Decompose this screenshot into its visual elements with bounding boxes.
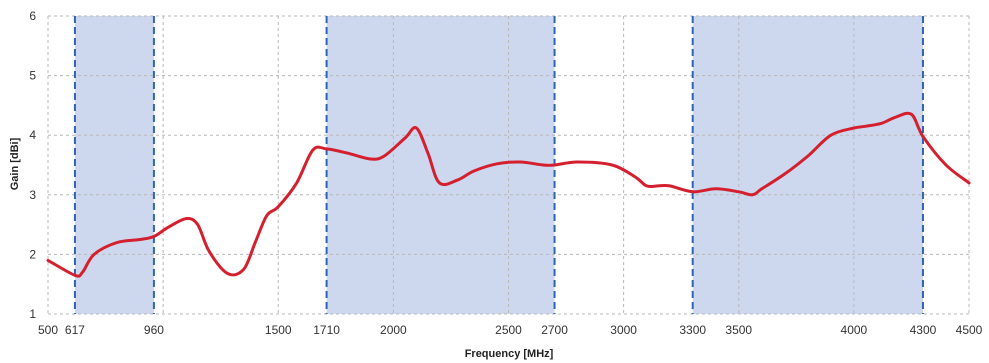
- x-tick-label: 500: [38, 323, 58, 337]
- x-tick-label: 960: [144, 323, 164, 337]
- band-3: [692, 16, 923, 314]
- y-tick-label: 3: [29, 188, 36, 202]
- y-tick-label: 2: [29, 247, 36, 261]
- x-tick-label: 2700: [541, 323, 568, 337]
- x-tick-label: 1500: [265, 323, 292, 337]
- frequency-bands: [74, 16, 923, 314]
- series-layer: [46, 111, 971, 278]
- gain-series-line: [46, 111, 971, 278]
- band-2: [326, 16, 555, 314]
- x-tick-label: 3000: [610, 323, 637, 337]
- gridlines: [47, 15, 970, 315]
- band-edge-lines: [73, 16, 924, 314]
- x-tick-label: 2500: [495, 323, 522, 337]
- x-tick-label: 4300: [910, 323, 937, 337]
- x-tick-label: 1710: [313, 323, 340, 337]
- x-axis-title: Frequency [MHz]: [465, 348, 554, 360]
- y-tick-label: 5: [29, 69, 36, 83]
- y-axis-title: Gain [dBi]: [9, 137, 21, 190]
- x-tick-label: 2000: [380, 323, 407, 337]
- x-tick-label: 4500: [956, 323, 983, 337]
- x-tick-label: 4000: [841, 323, 868, 337]
- y-tick-label: 4: [29, 128, 36, 142]
- x-tick-label: 3500: [725, 323, 752, 337]
- x-tick-labels: 500 617 960 1500 1710 2000 2500 2700 3000 3300 350…: [38, 323, 983, 337]
- x-tick-label: 3300: [679, 323, 706, 337]
- y-tick-label: 1: [29, 307, 36, 321]
- band-1: [74, 16, 154, 314]
- y-tick-labels: 1 2 3 4 5 6: [29, 9, 36, 321]
- x-tick-label: 617: [65, 323, 85, 337]
- y-tick-label: 6: [29, 9, 36, 23]
